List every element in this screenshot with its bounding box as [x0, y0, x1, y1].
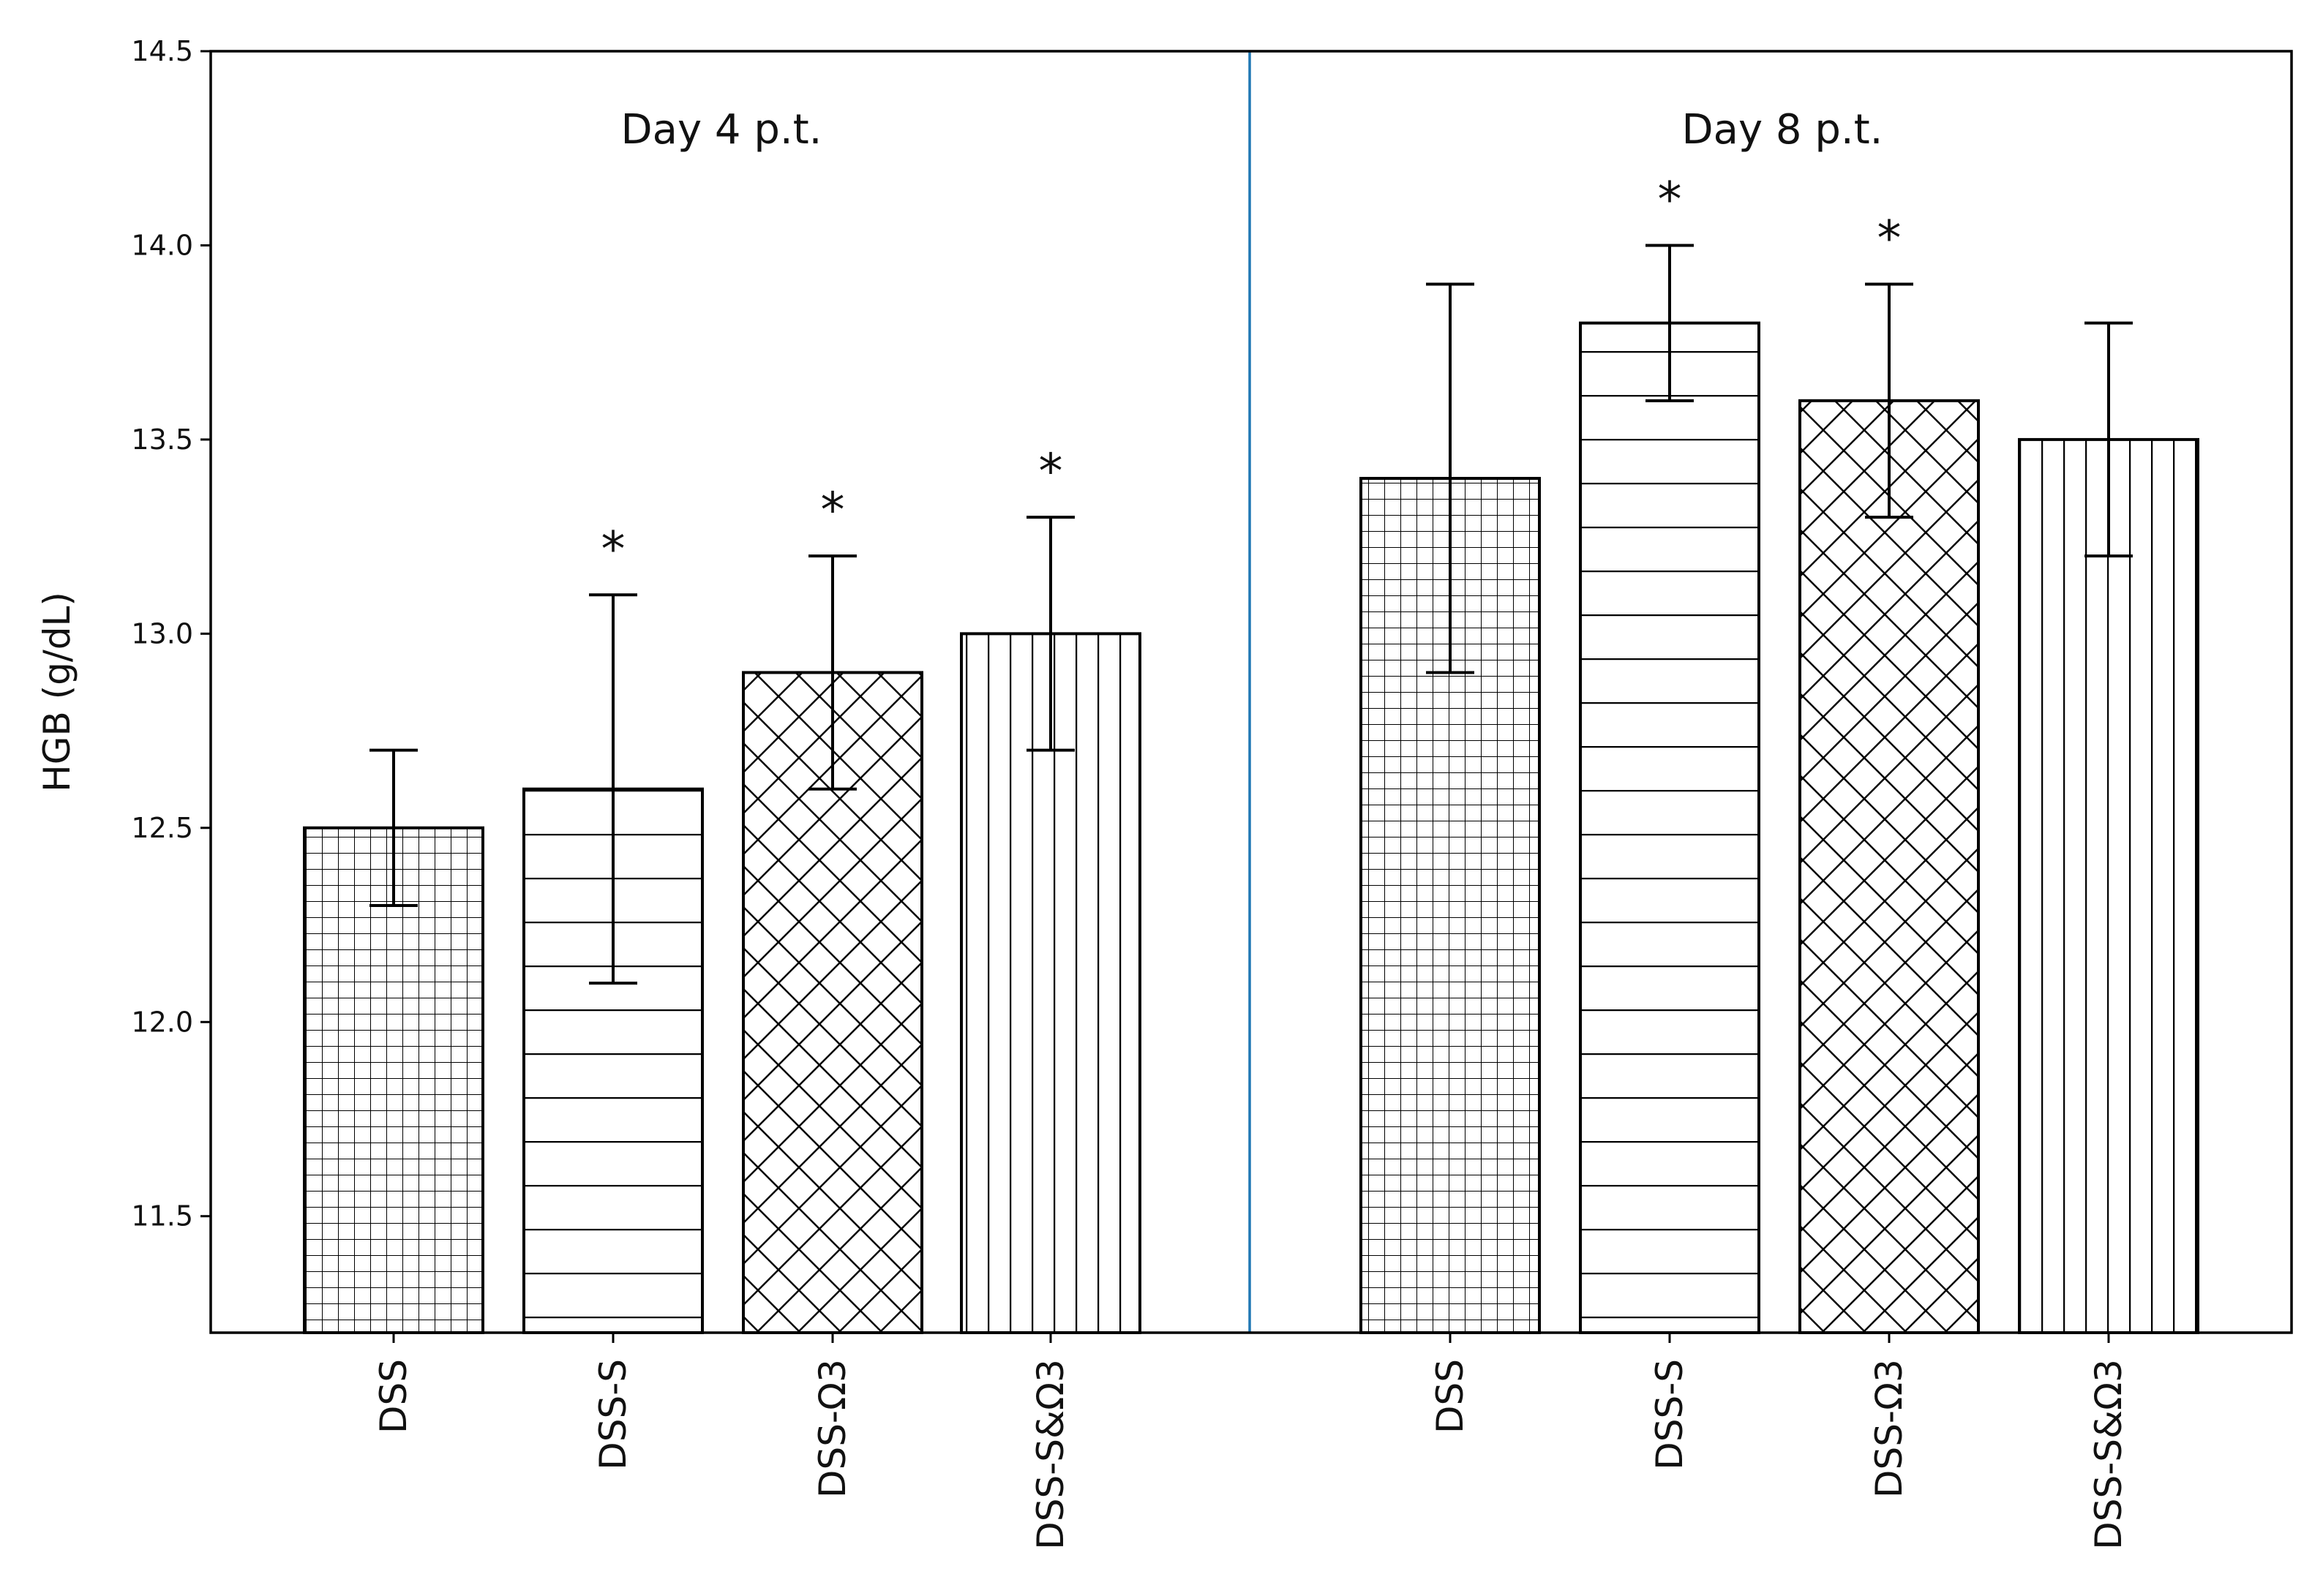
- bar: [2018, 437, 2199, 1335]
- x-tick-label: DSS-S&Ω3: [2087, 1359, 2130, 1550]
- x-tick-label: DSS-S: [592, 1359, 634, 1470]
- y-tick-label: 12.5: [131, 812, 193, 844]
- x-axis-ticks: DSS DSS-S DSS-Ω3 DSS-S&Ω3 DSS DSS-S DSS-Ω3 DSS-…: [372, 1333, 2130, 1550]
- significance-marker: *: [1877, 211, 1902, 267]
- bar: [1798, 399, 1980, 1334]
- group-title: Day 4 p.t.: [621, 106, 822, 154]
- significance-marker: *: [1039, 443, 1063, 500]
- y-axis-ticks: 11.5 12.0 12.5 13.0 13.5 14.0 14.5: [131, 35, 211, 1232]
- bars-layer: [303, 321, 2199, 1335]
- significance-layer: * * * * *: [601, 171, 1902, 577]
- significance-marker: *: [601, 521, 626, 577]
- y-tick-label: 14.0: [131, 229, 193, 261]
- significance-marker: *: [821, 482, 845, 538]
- significance-marker: *: [1658, 171, 1682, 227]
- y-tick-label: 13.0: [131, 617, 193, 650]
- y-tick-label: 13.5: [131, 424, 193, 456]
- error-bars-layer: [369, 244, 2133, 985]
- x-tick-label: DSS-Ω3: [1868, 1359, 1910, 1498]
- group-title: Day 8 p.t.: [1682, 106, 1883, 154]
- y-tick-label: 11.5: [131, 1200, 193, 1232]
- bar: [303, 826, 484, 1335]
- plot-frame: [209, 50, 2293, 1334]
- x-tick-label: DSS: [372, 1359, 415, 1434]
- x-tick-label: DSS: [1429, 1359, 1471, 1434]
- x-tick-label: DSS-S: [1648, 1359, 1691, 1470]
- x-tick-label: DSS-Ω3: [811, 1359, 854, 1498]
- bar: [1579, 321, 1760, 1334]
- y-tick-label: 14.5: [131, 35, 193, 67]
- group-titles: Day 4 p.t. Day 8 p.t.: [621, 106, 1883, 154]
- x-tick-label: DSS-S&Ω3: [1029, 1359, 1072, 1550]
- y-tick-label: 12.0: [131, 1006, 193, 1038]
- y-axis-label: HGB (g/dL): [36, 592, 78, 792]
